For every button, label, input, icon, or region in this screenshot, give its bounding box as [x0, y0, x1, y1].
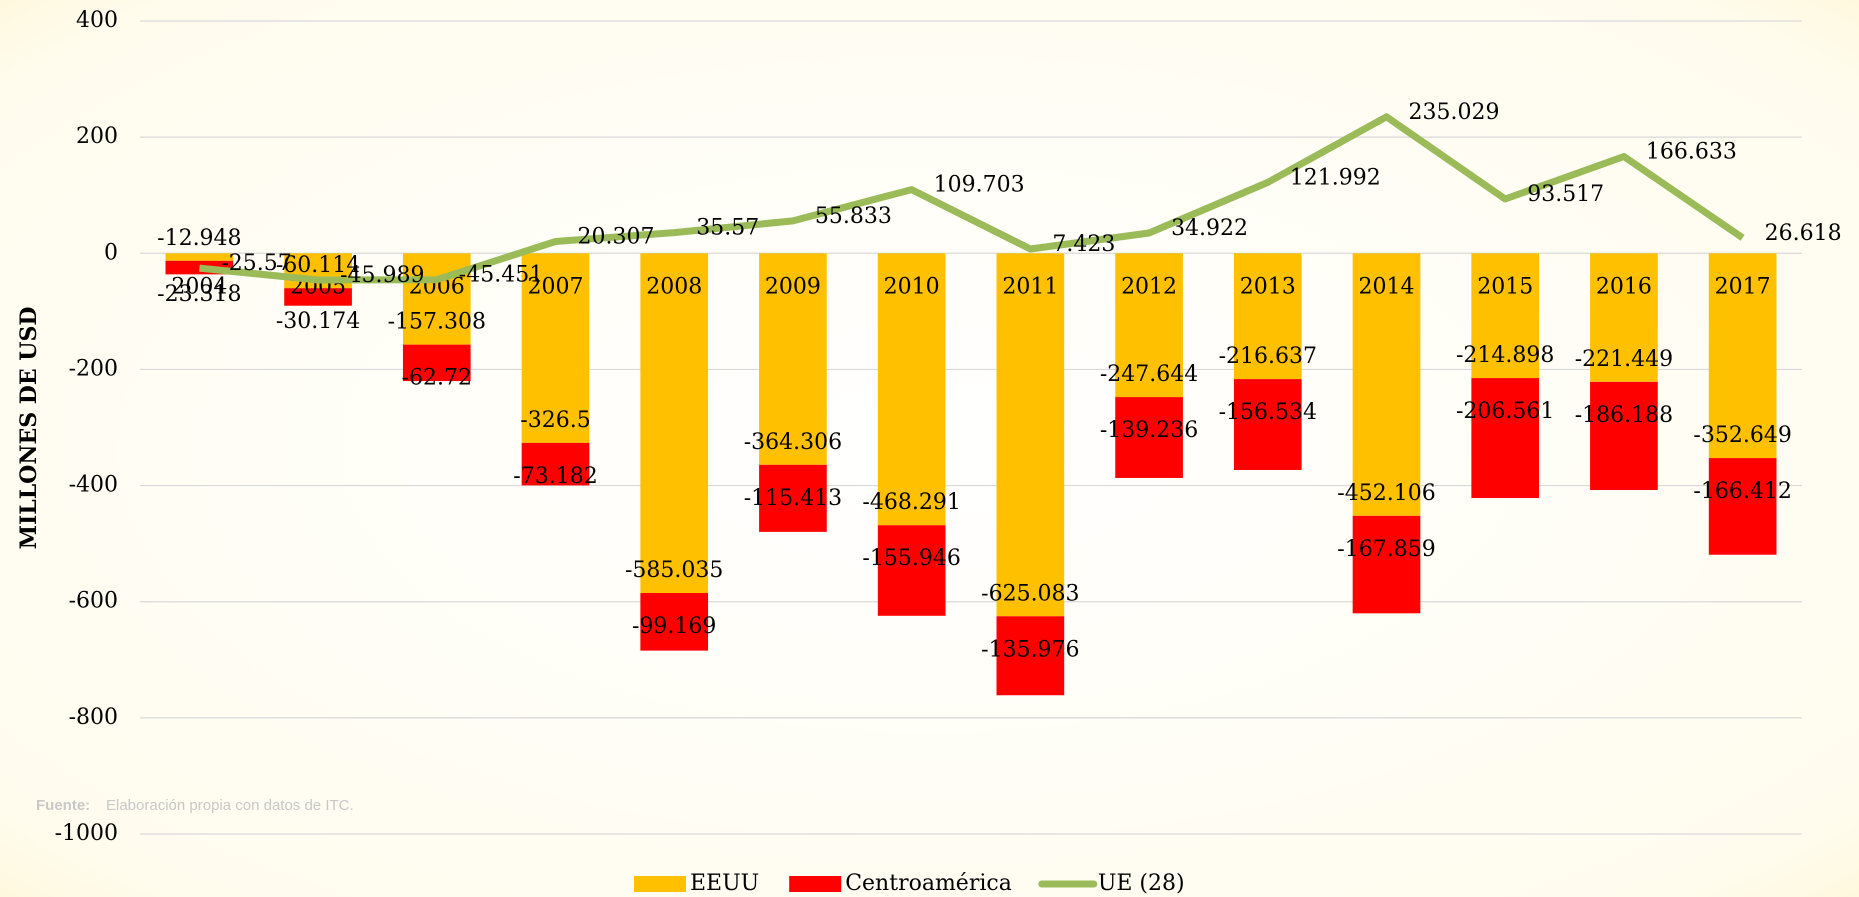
data-label: -352.649 [1693, 423, 1791, 448]
y-axis-label: MILLONES DE USD [16, 307, 42, 550]
line-label: 55.833 [815, 204, 892, 229]
bar-segment [1471, 253, 1540, 379]
line-label: 26.618 [1765, 221, 1842, 246]
data-label: -221.449 [1575, 347, 1673, 372]
data-label: -364.306 [744, 430, 842, 455]
legend-swatch [789, 876, 842, 892]
data-label: -166.412 [1693, 479, 1791, 504]
data-label: -155.946 [862, 546, 960, 571]
x-tick-label: 2004 [171, 274, 227, 299]
line-label: 166.633 [1646, 140, 1737, 165]
line-label: 35.57 [696, 216, 759, 241]
bar-segment [1590, 253, 1658, 382]
bar-segment [1352, 515, 1421, 614]
x-tick-label: 2013 [1240, 274, 1296, 299]
x-tick-label: 2012 [1121, 274, 1177, 299]
data-label: -156.534 [1219, 400, 1317, 425]
data-label: -625.083 [981, 581, 1079, 606]
bar-segment [877, 253, 946, 526]
y-tick-label: 0 [104, 240, 118, 265]
bar-segment [1115, 253, 1183, 398]
line-label: 93.517 [1527, 182, 1604, 207]
line-label: 121.992 [1290, 165, 1381, 190]
data-label: -206.561 [1456, 399, 1554, 424]
x-tick-label: 2016 [1596, 274, 1652, 299]
data-label: -167.859 [1337, 537, 1435, 562]
line-label: 34.922 [1171, 216, 1248, 241]
bar-segment [402, 344, 471, 382]
bar-segment [1590, 381, 1658, 491]
line-label: 20.307 [578, 224, 655, 249]
x-tick-label: 2017 [1715, 274, 1771, 299]
y-tick-label: -600 [69, 589, 118, 614]
bar-segment [284, 288, 352, 306]
data-label: -12.948 [157, 226, 241, 251]
line-label: 235.029 [1409, 100, 1500, 125]
data-label: -139.236 [1100, 418, 1198, 443]
y-tick-label: 200 [76, 124, 118, 149]
x-tick-label: 2010 [884, 274, 940, 299]
legend-label: EEUU [690, 871, 759, 896]
data-label: -452.106 [1337, 481, 1435, 506]
line-label: -25.57 [221, 251, 291, 276]
y-tick-label: -200 [69, 356, 118, 381]
line [199, 113, 1745, 284]
source-text: Elaboración propia con datos de ITC. [106, 797, 354, 814]
bar-segment [1233, 379, 1302, 470]
bar-segment [1352, 253, 1421, 516]
data-label: -326.5 [520, 408, 590, 433]
bar-segment [402, 253, 471, 345]
y-tick-label: -1000 [55, 821, 118, 846]
line-label: -45.451 [459, 263, 543, 288]
data-label: -157.308 [388, 310, 486, 335]
data-label: -214.898 [1456, 343, 1554, 368]
data-label: -62.72 [402, 366, 472, 391]
data-label: -73.182 [513, 464, 597, 489]
line-label: 7.423 [1052, 232, 1115, 257]
bar-segment [521, 442, 590, 486]
data-label: -468.291 [862, 490, 960, 515]
bar-segment [996, 253, 1065, 617]
x-tick-label: 2015 [1477, 274, 1533, 299]
bar-segment [640, 253, 709, 594]
x-tick-label: 2014 [1359, 274, 1415, 299]
bar-segment [996, 616, 1065, 696]
legend-label: UE (28) [1098, 871, 1185, 896]
y-tick-label: 400 [76, 8, 118, 33]
source-label: Fuente: [36, 797, 90, 814]
y-tick-label: -800 [69, 705, 118, 730]
line-label: -45.989 [340, 263, 424, 288]
legend-swatch [634, 876, 686, 892]
bar-segment [1115, 397, 1183, 478]
bar-segment [1233, 253, 1302, 380]
bar-segment [877, 525, 946, 616]
data-label: -115.413 [744, 486, 842, 511]
bar-segment [165, 253, 234, 261]
legend-label: Centroamérica [845, 871, 1012, 896]
line-label: 109.703 [934, 173, 1025, 198]
data-label: -247.644 [1100, 362, 1198, 387]
bar-segment [1708, 458, 1777, 555]
data-label: -23.318 [157, 282, 241, 307]
data-label: -135.976 [981, 637, 1079, 662]
data-label: -99.169 [632, 614, 716, 639]
x-tick-label: 2007 [528, 274, 584, 299]
x-tick-label: 2011 [1002, 274, 1058, 299]
bar-segment [759, 464, 827, 532]
bar-segment [1708, 253, 1777, 459]
data-label: -186.188 [1575, 403, 1673, 428]
data-label: -585.035 [625, 558, 723, 583]
bar-segment [640, 593, 709, 651]
x-tick-label: 2009 [765, 274, 821, 299]
x-tick-label: 2008 [646, 274, 702, 299]
data-label: -30.174 [276, 309, 360, 334]
data-label: -216.637 [1219, 344, 1317, 369]
bar-segment [759, 253, 827, 465]
bar-segment [1471, 378, 1540, 499]
bar-segment [521, 253, 590, 443]
y-tick-label: -400 [69, 473, 118, 498]
